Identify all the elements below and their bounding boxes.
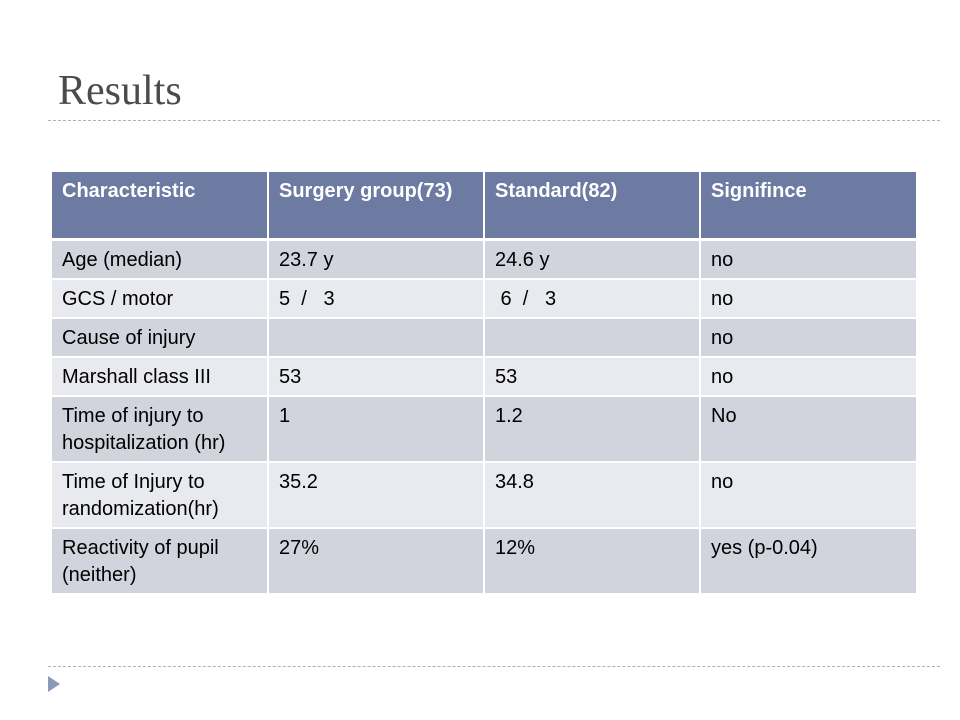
header-characteristic: Characteristic [52, 172, 269, 241]
table-cell: 53 [484, 357, 701, 397]
table-header-row: Characteristic Surgery group(73) Standar… [52, 172, 916, 241]
table-cell [268, 318, 485, 358]
table-cell: No [700, 396, 916, 463]
table-cell: Cause of injury [52, 318, 269, 358]
table-row: GCS / motor 5 / 3 6 / 3 no [52, 279, 916, 319]
table-cell: 27% [268, 528, 485, 595]
title-divider [48, 120, 940, 121]
table-cell: 12% [484, 528, 701, 595]
table-row: Time of injury to hospitalization (hr) 1… [52, 396, 916, 463]
table-cell: Time of Injury to randomization(hr) [52, 462, 269, 529]
results-table: Characteristic Surgery group(73) Standar… [52, 172, 916, 595]
header-surgery-group: Surgery group(73) [268, 172, 485, 241]
table-row: Cause of injury no [52, 318, 916, 358]
table-row: Marshall class III 53 53 no [52, 357, 916, 397]
table-cell: no [700, 279, 916, 319]
table-row: Age (median) 23.7 y 24.6 y no [52, 239, 916, 280]
table-cell: Age (median) [52, 239, 269, 280]
slide-title: Results [58, 68, 182, 114]
table-cell: no [700, 318, 916, 358]
table-cell: 6 / 3 [484, 279, 701, 319]
table-cell: no [700, 462, 916, 529]
table-cell: Marshall class III [52, 357, 269, 397]
table-row: Reactivity of pupil (neither) 27% 12% ye… [52, 528, 916, 595]
table-cell: 5 / 3 [268, 279, 485, 319]
table-cell: GCS / motor [52, 279, 269, 319]
table-cell: no [700, 239, 916, 280]
table-cell: yes (p-0.04) [700, 528, 916, 595]
table-cell: 1.2 [484, 396, 701, 463]
table-row: Time of Injury to randomization(hr) 35.2… [52, 462, 916, 529]
footer-divider [48, 666, 940, 667]
table-cell: 23.7 y [268, 239, 485, 280]
table-cell [484, 318, 701, 358]
header-standard: Standard(82) [484, 172, 701, 241]
table-cell: Reactivity of pupil (neither) [52, 528, 269, 595]
table-cell: 35.2 [268, 462, 485, 529]
table-cell: Time of injury to hospitalization (hr) [52, 396, 269, 463]
table-cell: 34.8 [484, 462, 701, 529]
next-slide-arrow-icon[interactable] [48, 676, 60, 692]
table-cell: 1 [268, 396, 485, 463]
table-cell: no [700, 357, 916, 397]
header-significance: Signifince [700, 172, 916, 241]
table-cell: 53 [268, 357, 485, 397]
table-cell: 24.6 y [484, 239, 701, 280]
